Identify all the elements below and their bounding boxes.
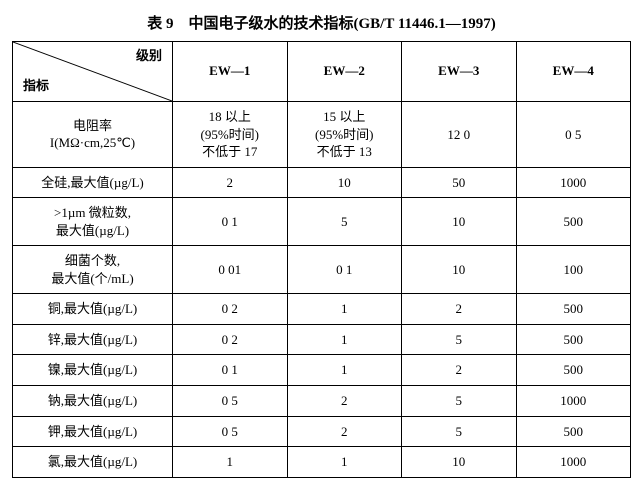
- cell: 5: [287, 198, 402, 246]
- row-label: 电阻率I(MΩ·cm,25℃): [13, 102, 173, 168]
- cell: 0 1: [173, 198, 288, 246]
- cell: 0 1: [173, 355, 288, 386]
- cell: 10: [287, 167, 402, 198]
- cell: 18 以上(95%时间)不低于 17: [173, 102, 288, 168]
- cell: 12 0: [402, 102, 517, 168]
- cell: 1000: [516, 167, 631, 198]
- cell: 500: [516, 416, 631, 447]
- row-label: 铜,最大值(µg/L): [13, 294, 173, 325]
- cell: 2: [402, 355, 517, 386]
- cell: 500: [516, 324, 631, 355]
- spec-table: 级别 指标 EW—1 EW—2 EW—3 EW—4 电阻率I(MΩ·cm,25℃…: [12, 41, 631, 478]
- row-label: 细菌个数,最大值(个/mL): [13, 246, 173, 294]
- cell: 500: [516, 198, 631, 246]
- row-label: 钾,最大值(µg/L): [13, 416, 173, 447]
- cell: 10: [402, 198, 517, 246]
- cell: 0 01: [173, 246, 288, 294]
- col-header: EW—2: [287, 42, 402, 102]
- table-row: 细菌个数,最大值(个/mL)0 010 110100: [13, 246, 631, 294]
- cell: 0 5: [173, 386, 288, 417]
- table-row: 电阻率I(MΩ·cm,25℃)18 以上(95%时间)不低于 1715 以上(9…: [13, 102, 631, 168]
- cell: 2: [287, 416, 402, 447]
- row-label: 氯,最大值(µg/L): [13, 447, 173, 478]
- row-label: 钠,最大值(µg/L): [13, 386, 173, 417]
- table-row: 钠,最大值(µg/L)0 5251000: [13, 386, 631, 417]
- cell: 0 2: [173, 294, 288, 325]
- cell: 1: [287, 355, 402, 386]
- cell: 5: [402, 416, 517, 447]
- cell: 2: [287, 386, 402, 417]
- row-label: 镍,最大值(µg/L): [13, 355, 173, 386]
- cell: 500: [516, 355, 631, 386]
- table-row: 钾,最大值(µg/L)0 525500: [13, 416, 631, 447]
- cell: 1: [287, 294, 402, 325]
- cell: 1000: [516, 386, 631, 417]
- cell: 100: [516, 246, 631, 294]
- cell: 0 1: [287, 246, 402, 294]
- row-label: 全硅,最大值(µg/L): [13, 167, 173, 198]
- cell: 10: [402, 246, 517, 294]
- cell: 1: [287, 324, 402, 355]
- row-label: >1µm 微粒数,最大值(µg/L): [13, 198, 173, 246]
- cell: 0 5: [516, 102, 631, 168]
- col-header: EW—4: [516, 42, 631, 102]
- row-label: 锌,最大值(µg/L): [13, 324, 173, 355]
- cell: 2: [173, 167, 288, 198]
- diagonal-header: 级别 指标: [13, 42, 173, 102]
- table-body: 电阻率I(MΩ·cm,25℃)18 以上(95%时间)不低于 1715 以上(9…: [13, 102, 631, 478]
- cell: 0 2: [173, 324, 288, 355]
- col-header: EW—3: [402, 42, 517, 102]
- table-row: 镍,最大值(µg/L)0 112500: [13, 355, 631, 386]
- header-row: 级别 指标 EW—1 EW—2 EW—3 EW—4: [13, 42, 631, 102]
- table-title: 表 9 中国电子级水的技术指标(GB/T 11446.1—1997): [12, 12, 631, 33]
- table-row: 锌,最大值(µg/L)0 215500: [13, 324, 631, 355]
- table-row: >1µm 微粒数,最大值(µg/L)0 1510500: [13, 198, 631, 246]
- cell: 500: [516, 294, 631, 325]
- cell: 1: [287, 447, 402, 478]
- cell: 0 5: [173, 416, 288, 447]
- table-row: 全硅,最大值(µg/L)210501000: [13, 167, 631, 198]
- cell: 10: [402, 447, 517, 478]
- diag-bottom-label: 指标: [23, 78, 49, 95]
- cell: 15 以上(95%时间)不低于 13: [287, 102, 402, 168]
- cell: 5: [402, 324, 517, 355]
- cell: 2: [402, 294, 517, 325]
- cell: 50: [402, 167, 517, 198]
- cell: 1: [173, 447, 288, 478]
- diag-top-label: 级别: [136, 48, 162, 65]
- cell: 1000: [516, 447, 631, 478]
- col-header: EW—1: [173, 42, 288, 102]
- table-row: 铜,最大值(µg/L)0 212500: [13, 294, 631, 325]
- cell: 5: [402, 386, 517, 417]
- table-row: 氯,最大值(µg/L)11101000: [13, 447, 631, 478]
